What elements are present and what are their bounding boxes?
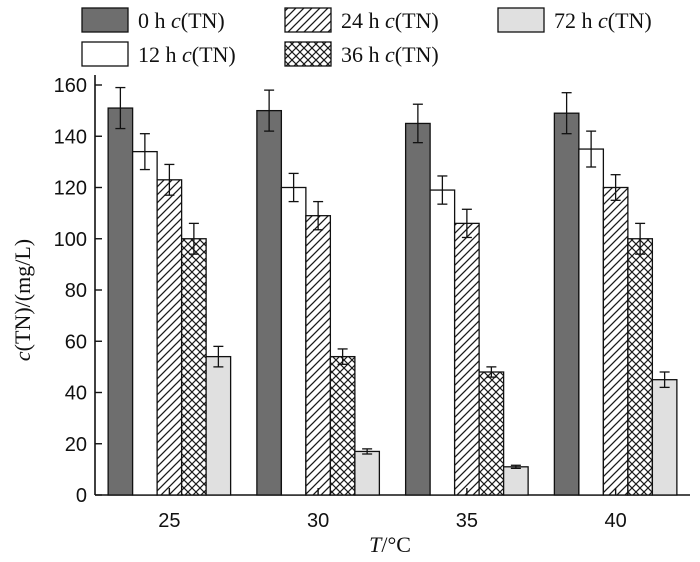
y-tick-label: 0	[76, 485, 87, 507]
bar	[180, 238, 207, 496]
legend-label: 12 h c(TN)	[138, 42, 236, 67]
bar	[651, 379, 678, 496]
legend-label: 0 h c(TN)	[138, 8, 225, 33]
y-axis-title: c(TN)/(mg/L)	[10, 239, 35, 361]
x-tick-label: 35	[456, 510, 478, 532]
bar	[578, 148, 605, 496]
y-tick-label: 160	[54, 75, 87, 97]
y-tick-label: 80	[65, 280, 87, 302]
y-tick-label: 60	[65, 331, 87, 353]
bar	[502, 466, 529, 496]
legend-label: 36 h c(TN)	[341, 42, 439, 67]
y-tick-label: 20	[65, 434, 87, 456]
legend-label: 72 h c(TN)	[554, 8, 652, 33]
bar	[553, 112, 580, 496]
bar	[627, 238, 654, 496]
legend-swatch	[284, 7, 332, 33]
y-tick-label: 100	[54, 229, 87, 251]
bar	[256, 109, 283, 496]
bar	[429, 189, 456, 496]
bar	[305, 215, 332, 496]
bar	[205, 355, 232, 496]
legend-swatch	[497, 7, 545, 33]
bar	[156, 179, 183, 496]
y-tick-label: 120	[54, 178, 87, 200]
bar	[280, 186, 307, 496]
bar	[131, 150, 158, 496]
bar	[107, 107, 134, 496]
bar	[329, 355, 356, 496]
legend-swatch	[81, 7, 129, 33]
legend: 0 h c(TN) 12 h c(TN) 24 h c(TN) 36 h c(TN) 7…	[81, 7, 652, 67]
bar	[453, 222, 480, 496]
x-tick-label: 25	[158, 510, 180, 532]
x-tick-label: 30	[307, 510, 329, 532]
bar	[404, 122, 431, 496]
bar	[478, 371, 505, 496]
legend-swatch	[284, 41, 332, 67]
y-tick-label: 40	[65, 383, 87, 405]
plot-area: 0 20 40 60 80 100 120 140 160 25 30 35 40	[54, 75, 690, 532]
bar	[354, 450, 381, 496]
bar	[602, 186, 629, 496]
legend-label: 24 h c(TN)	[341, 8, 439, 33]
x-axis-title: T/°C	[369, 532, 411, 557]
legend-swatch	[81, 41, 129, 67]
x-tick-label: 40	[605, 510, 627, 532]
y-tick-label: 140	[54, 126, 87, 148]
